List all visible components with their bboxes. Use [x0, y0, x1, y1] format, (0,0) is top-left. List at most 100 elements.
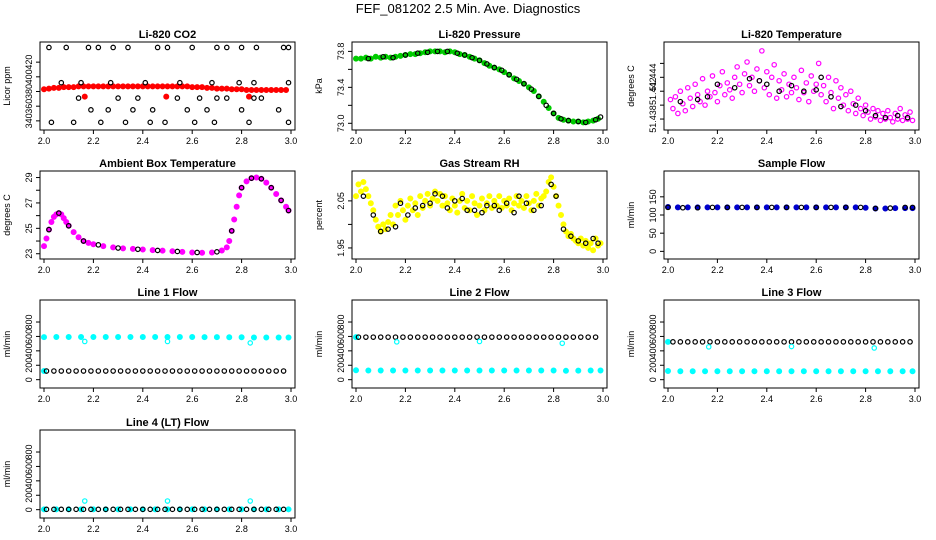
y-tick-label: 51.438: [648, 105, 658, 133]
chart-panel-10: Line 4 (LT) Flow ml/min 2.0 2.2 2.4 2.6 2.8 3.0…: [2, 417, 297, 534]
data-point: [548, 174, 555, 181]
data-point: [85, 83, 92, 90]
data-point: [139, 334, 146, 341]
data-point: [722, 91, 728, 98]
data-point: [365, 367, 372, 374]
data-point: [677, 98, 684, 105]
data-point: [870, 339, 876, 345]
data-point: [751, 368, 758, 375]
y-axis: 23 25 27 29: [24, 173, 40, 259]
data-point: [407, 51, 414, 58]
data-point: [407, 195, 414, 202]
data-point: [768, 204, 775, 211]
data-point: [248, 175, 255, 181]
data-point: [558, 116, 564, 122]
data-point: [461, 52, 468, 58]
x-tick-label: 2.8: [859, 265, 872, 275]
data-point: [184, 368, 191, 374]
data-point: [496, 193, 503, 200]
data-point: [233, 203, 240, 210]
data-point: [199, 506, 205, 513]
data-point: [845, 107, 852, 114]
x-tick-label: 2.2: [399, 265, 412, 275]
data-point: [243, 368, 250, 374]
data-point: [273, 87, 280, 94]
data-point: [451, 367, 458, 374]
data-point: [763, 68, 770, 75]
data-point: [498, 67, 505, 74]
data-point: [815, 60, 822, 67]
x-tick-label: 3.0: [597, 136, 610, 146]
data-point: [513, 76, 520, 83]
data-point: [766, 339, 773, 345]
y-tick-label: 23: [24, 249, 34, 259]
x-tick-label: 2.8: [547, 265, 560, 275]
data-point: [149, 83, 156, 90]
data-point: [360, 193, 367, 199]
data-point: [559, 340, 566, 347]
x-tick-label: 2.8: [235, 136, 248, 146]
x-tick-label: 2.2: [87, 136, 100, 146]
data-point: [506, 195, 513, 202]
data-point: [680, 204, 686, 211]
data-point: [164, 498, 171, 504]
data-point: [115, 245, 121, 251]
data-point: [233, 86, 240, 93]
data-point: [236, 192, 243, 199]
data-point: [201, 334, 208, 341]
data-point: [810, 339, 817, 345]
data-point: [491, 64, 498, 71]
data-point: [793, 204, 800, 211]
data-point: [783, 204, 790, 211]
data-point: [184, 506, 191, 513]
data-point: [432, 191, 438, 197]
data-point: [208, 84, 215, 91]
x-tick-label: 2.0: [38, 394, 51, 404]
data-point: [236, 506, 242, 513]
data-point: [164, 338, 171, 345]
y-tick-label: 27: [24, 198, 34, 208]
data-point: [184, 83, 191, 90]
data-point: [803, 339, 810, 345]
data-point: [285, 207, 292, 214]
data-point: [142, 79, 149, 86]
y-tick-label: 150: [648, 189, 658, 204]
data-point: [115, 83, 122, 90]
data-point: [722, 339, 728, 345]
series-cyan: [81, 498, 254, 504]
data-point: [352, 367, 359, 374]
data-point: [796, 339, 802, 345]
data-point: [159, 83, 166, 90]
data-point: [699, 339, 706, 345]
y-tick-label: 400: [24, 69, 34, 84]
plot-frame: [39, 170, 296, 260]
chart-panel-2: Li-820 Pressure kPa 2.0 2.2 2.4 2.6 2.8 3.0 73.0…: [314, 29, 609, 146]
data-point: [862, 368, 869, 375]
y-axis: 0 50 100 150: [648, 189, 664, 254]
plot-frame: [351, 299, 608, 389]
data-point: [597, 114, 604, 120]
data-point: [285, 119, 292, 126]
data-point: [597, 367, 604, 374]
data-point: [405, 212, 411, 218]
data-point: [147, 119, 154, 126]
data-point: [228, 86, 235, 93]
data-point: [820, 82, 827, 89]
x-tick-label: 3.0: [597, 265, 610, 275]
y-tick-label: 200: [24, 488, 34, 503]
data-point: [78, 334, 85, 341]
data-point: [129, 83, 136, 90]
data-point: [847, 339, 854, 345]
data-point: [731, 84, 738, 91]
data-point: [117, 368, 124, 374]
x-axis: 2.0 2.2 2.4 2.6 2.8 3.0: [350, 388, 609, 404]
data-point: [390, 54, 396, 61]
data-point: [793, 84, 800, 91]
data-point: [380, 53, 386, 60]
data-point: [719, 68, 726, 75]
x-tick-label: 2.0: [350, 136, 363, 146]
data-point: [243, 506, 250, 513]
data-point: [540, 193, 547, 200]
data-point: [149, 107, 156, 113]
data-point: [251, 95, 257, 101]
